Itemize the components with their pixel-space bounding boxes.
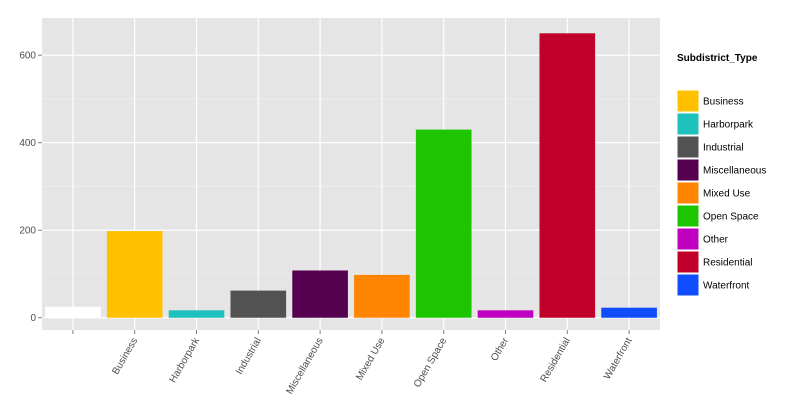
legend-key [676,112,700,136]
legend-key [676,227,700,251]
legend-label: Other [703,235,729,246]
y-axis: 0 200 400 600 [19,51,42,324]
legend-key [676,273,700,297]
legend-key [676,135,700,159]
y-tick-label: 200 [19,226,36,237]
legend-key [676,181,700,205]
legend-label: Industrial [703,143,744,154]
bar [601,307,657,318]
legend-key [676,158,700,182]
y-tick-label: 400 [19,138,36,149]
bar [230,290,287,318]
x-tick-label: Residential [539,336,573,384]
bar [477,310,534,318]
x-tick-label: Business [110,336,140,377]
bar [415,129,472,318]
x-tick-label: Industrial [234,336,264,377]
y-tick-label: 600 [19,51,36,62]
bar [168,310,225,318]
x-tick-label: Harborpark [168,335,203,385]
legend-label: Waterfront [703,281,750,292]
legend-label: Business [703,97,744,108]
legend-key [676,250,700,274]
legend-key [676,204,700,228]
x-tick-label: Other [489,335,511,363]
bar [292,270,348,318]
x-tick-label: Miscellaneous [284,336,325,396]
legend-key [676,89,700,113]
bars [45,33,657,318]
legend-label: Miscellaneous [703,166,766,177]
legend-label: Mixed Use [703,189,751,200]
x-tick-label: Mixed Use [354,336,387,383]
bar [539,33,596,318]
legend-label: Residential [703,258,752,269]
x-axis: Business Harborpark Industrial Miscellaneou… [72,330,635,396]
legend: Subdistrict_Type Business Harborpark Indus… [676,53,766,297]
bar [45,306,101,318]
bar [106,231,163,318]
x-tick-label: Waterfront [602,336,635,382]
legend-label: Open Space [703,212,759,223]
y-tick-label: 0 [30,313,36,324]
x-tick-label: Open Space [412,336,450,390]
bar [354,274,410,318]
legend-title: Subdistrict_Type [677,53,758,64]
legend-label: Harborpark [703,120,754,131]
